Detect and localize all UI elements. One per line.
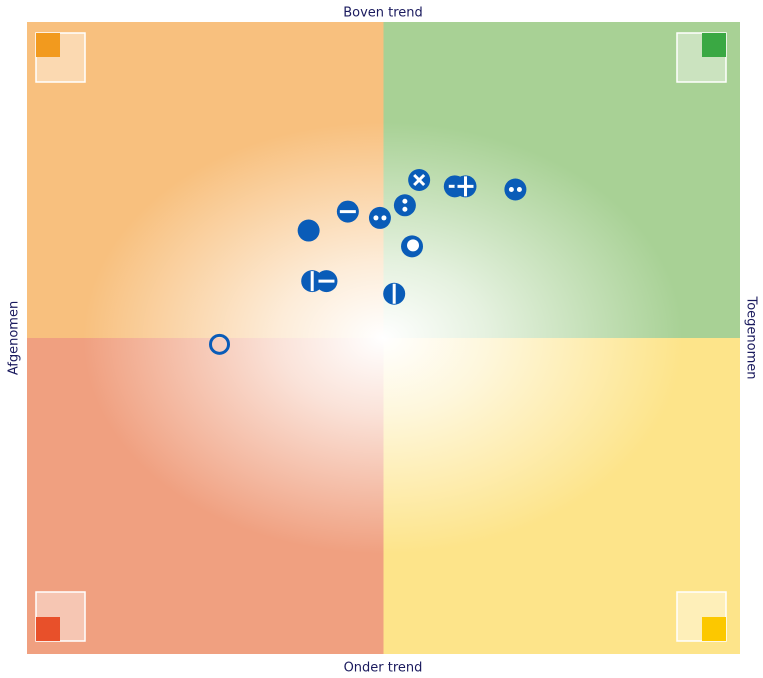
marker [209, 333, 231, 355]
glyph [407, 239, 420, 252]
left-label: Afgenomen [7, 301, 22, 375]
point [393, 194, 416, 217]
marker [297, 219, 320, 242]
point [504, 178, 527, 201]
glyph [516, 186, 522, 192]
marker [393, 194, 416, 217]
point [336, 200, 359, 223]
bottom-label: Onder trend [344, 661, 423, 676]
point [209, 333, 231, 355]
marker [504, 178, 527, 201]
top-label: Boven trend [343, 6, 423, 21]
center-glow [27, 22, 740, 654]
point [408, 169, 431, 191]
marker [368, 206, 391, 229]
point [401, 235, 424, 258]
point [368, 206, 391, 229]
glyph [413, 173, 426, 187]
point [454, 175, 477, 198]
point [383, 282, 406, 305]
right-label: Toegenomen [744, 295, 759, 379]
glyph [402, 206, 408, 212]
corner-icons [35, 32, 727, 642]
glyph [373, 215, 379, 221]
point [315, 270, 338, 293]
glyph [508, 186, 514, 192]
glyph [402, 198, 408, 204]
glyph [381, 215, 387, 221]
point [297, 219, 320, 242]
